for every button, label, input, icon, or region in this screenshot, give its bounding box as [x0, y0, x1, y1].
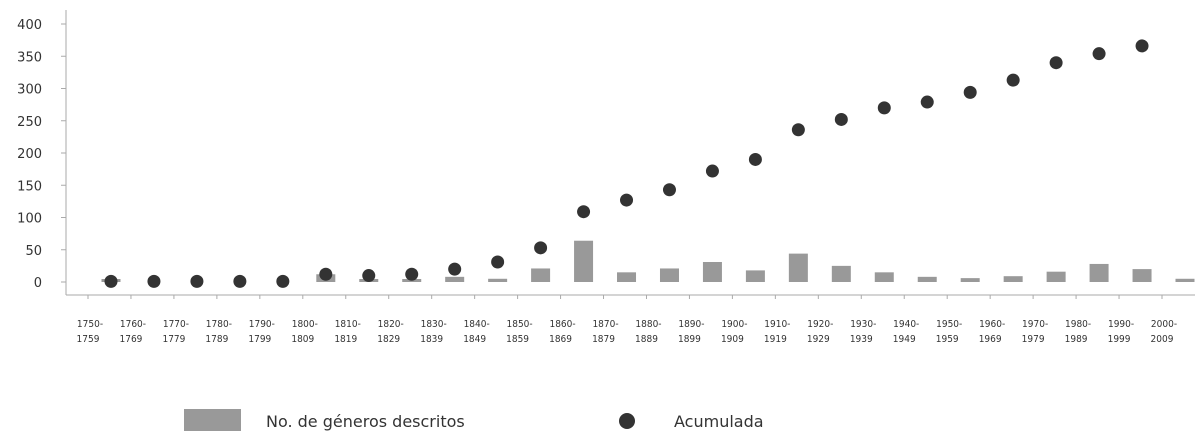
bar-1990-1999 — [1132, 269, 1152, 282]
dot-1750-1759 — [104, 274, 118, 288]
y-tick-label: 150 — [17, 179, 42, 194]
y-axis-ticks: 0 50 100 150 200 250 300 350 400 — [17, 18, 66, 291]
bar-1950-1959 — [960, 278, 980, 282]
x-tick-label: 1980-1989 — [1065, 319, 1092, 345]
dot-1800-1809 — [319, 267, 333, 281]
y-tick-label: 300 — [17, 83, 42, 98]
dot-1830-1839 — [448, 262, 462, 276]
x-tick-label: 1800-1809 — [291, 319, 318, 345]
bar-series — [101, 240, 1195, 282]
dot-1870-1879 — [620, 193, 634, 207]
x-tick-label: 1790-1799 — [248, 319, 275, 345]
x-tick-label: 1860-1869 — [549, 319, 576, 345]
x-axis-ticks: 1750-1759 1760-1769 1770-1779 1780-1789 1790… — [77, 295, 1178, 345]
cumulative-series — [104, 39, 1149, 288]
y-tick-label: 100 — [17, 212, 42, 227]
axes — [65, 10, 1195, 296]
x-tick-label: 1780-1789 — [205, 319, 232, 345]
y-tick-label: 50 — [25, 244, 42, 259]
dot-1920-1929 — [834, 112, 848, 126]
x-tick-label: 1970-1979 — [1022, 319, 1049, 345]
y-tick-label: 0 — [34, 276, 42, 291]
x-tick-label: 1920-1929 — [807, 319, 834, 345]
x-tick-label: 1940-1949 — [893, 319, 920, 345]
x-tick-label: 1750-1759 — [77, 319, 104, 345]
dot-1790-1799 — [276, 274, 290, 288]
bar-1900-1909 — [745, 270, 765, 282]
x-tick-label: 1870-1879 — [592, 319, 619, 345]
legend-bar-label: No. de géneros descritos — [266, 412, 465, 431]
x-tick-label: 1820-1829 — [377, 319, 404, 345]
x-tick-label: 2000-2009 — [1151, 319, 1178, 345]
x-tick-label: 1830-1839 — [420, 319, 447, 345]
bar-1910-1919 — [788, 253, 808, 282]
bar-1920-1929 — [831, 265, 851, 282]
bar-1860-1869 — [574, 240, 594, 282]
dot-1890-1899 — [705, 164, 719, 178]
bar-1960-1969 — [1003, 276, 1023, 282]
dot-1980-1989 — [1092, 47, 1106, 61]
dot-1850-1859 — [534, 241, 548, 255]
x-tick-label: 1810-1819 — [334, 319, 361, 345]
bar-1980-1989 — [1089, 263, 1109, 282]
bar-1970-1979 — [1046, 271, 1066, 282]
bar-2000-2009 — [1175, 278, 1195, 282]
dot-1960-1969 — [1006, 73, 1020, 87]
dot-1860-1869 — [577, 205, 591, 219]
x-tick-label: 1880-1889 — [635, 319, 662, 345]
bar-1890-1899 — [702, 262, 722, 282]
y-tick-label: 250 — [17, 115, 42, 130]
bar-1870-1879 — [617, 272, 637, 282]
bar-1880-1889 — [659, 268, 679, 282]
dot-1880-1889 — [662, 183, 676, 197]
x-tick-label: 1770-1779 — [162, 319, 189, 345]
y-tick-label: 200 — [17, 147, 42, 162]
legend-dot-swatch — [619, 413, 635, 429]
y-tick-label: 350 — [17, 50, 42, 65]
legend-dot-label: Acumulada — [674, 412, 764, 431]
dot-1780-1789 — [233, 274, 247, 288]
bar-1930-1939 — [874, 272, 894, 282]
dot-1930-1939 — [877, 101, 891, 115]
dot-1940-1949 — [920, 95, 934, 109]
x-tick-label: 1850-1859 — [506, 319, 533, 345]
dot-1970-1979 — [1049, 56, 1063, 70]
bar-1850-1859 — [531, 268, 551, 282]
x-tick-label: 1960-1969 — [979, 319, 1006, 345]
bar-1940-1949 — [917, 276, 937, 282]
legend-bar-swatch — [184, 409, 241, 431]
dot-1900-1909 — [748, 152, 762, 166]
x-tick-label: 1840-1849 — [463, 319, 490, 345]
bar-1840-1849 — [488, 278, 508, 282]
dot-1990-1999 — [1135, 39, 1149, 53]
x-tick-label: 1990-1999 — [1108, 319, 1135, 345]
bar-1830-1839 — [445, 276, 465, 282]
x-tick-label: 1910-1919 — [764, 319, 791, 345]
dot-1910-1919 — [791, 123, 805, 137]
dot-1810-1819 — [362, 269, 376, 283]
x-tick-label: 1890-1899 — [678, 319, 705, 345]
legend: No. de géneros descritos Acumulada — [184, 409, 764, 431]
x-tick-label: 1950-1959 — [936, 319, 963, 345]
x-tick-label: 1930-1939 — [850, 319, 877, 345]
dot-1820-1829 — [405, 267, 419, 281]
dot-1950-1959 — [963, 85, 977, 99]
x-tick-label: 1900-1909 — [721, 319, 748, 345]
x-tick-label: 1760-1769 — [120, 319, 147, 345]
dot-1770-1779 — [190, 274, 204, 288]
y-tick-label: 400 — [17, 18, 42, 33]
dot-1840-1849 — [491, 255, 505, 269]
dot-1760-1769 — [147, 274, 161, 288]
